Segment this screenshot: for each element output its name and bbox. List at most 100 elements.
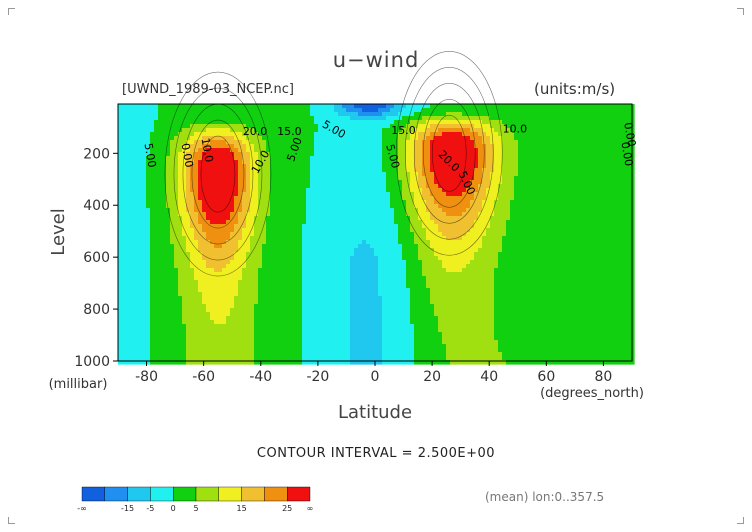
contour-cell — [354, 136, 359, 141]
contour-cell — [266, 200, 271, 205]
contour-cell — [382, 152, 387, 157]
contour-cell — [142, 112, 147, 117]
contour-cell — [366, 152, 371, 157]
contour-cell — [422, 116, 427, 121]
contour-cell — [202, 340, 207, 345]
contour-cell — [382, 216, 387, 221]
contour-cell — [138, 300, 143, 305]
contour-cell — [238, 104, 243, 109]
contour-cell — [398, 156, 403, 161]
contour-cell — [194, 196, 199, 201]
contour-cell — [278, 144, 283, 149]
contour-cell — [278, 212, 283, 217]
contour-cell — [326, 272, 331, 277]
contour-cell — [346, 284, 351, 289]
contour-cell — [134, 352, 139, 357]
contour-cell — [378, 120, 383, 125]
contour-cell — [378, 152, 383, 157]
contour-cell — [118, 132, 123, 137]
contour-cell — [238, 296, 243, 301]
contour-cell — [254, 152, 259, 157]
contour-cell — [270, 140, 275, 145]
contour-cell — [142, 308, 147, 313]
contour-cell — [382, 348, 387, 353]
contour-cell — [146, 280, 151, 285]
contour-cell — [238, 236, 243, 241]
contour-cell — [166, 324, 171, 329]
contour-cell — [166, 228, 171, 233]
contour-cell — [278, 300, 283, 305]
contour-cell — [238, 336, 243, 341]
contour-cell — [202, 248, 207, 253]
contour-cell — [246, 340, 251, 345]
contour-cell — [302, 236, 307, 241]
contour-cell — [118, 228, 123, 233]
contour-cell — [346, 208, 351, 213]
contour-cell — [138, 104, 143, 109]
contour-cell — [350, 288, 355, 293]
contour-cell — [294, 296, 299, 301]
contour-cell — [258, 240, 263, 245]
contour-cell — [194, 260, 199, 265]
contour-cell — [310, 116, 315, 121]
contour-cell — [162, 348, 167, 353]
contour-cell — [210, 124, 215, 129]
contour-cell — [338, 332, 343, 337]
contour-cell — [346, 276, 351, 281]
contour-cell — [294, 168, 299, 173]
contour-cell — [410, 180, 415, 185]
contour-cell — [294, 356, 299, 361]
contour-cell — [150, 116, 155, 121]
contour-cell — [134, 112, 139, 117]
contour-cell — [246, 188, 251, 193]
contour-cell — [286, 188, 291, 193]
contour-cell — [258, 128, 263, 133]
contour-cell — [254, 192, 259, 197]
contour-cell — [146, 308, 151, 313]
contour-cell — [238, 248, 243, 253]
contour-cell — [146, 304, 151, 309]
contour-cell — [318, 304, 323, 309]
contour-cell — [146, 344, 151, 349]
contour-cell — [390, 152, 395, 157]
contour-cell — [118, 164, 123, 169]
contour-cell — [274, 236, 279, 241]
contour-cell — [246, 300, 251, 305]
contour-cell — [158, 308, 163, 313]
contour-cell — [326, 120, 331, 125]
contour-cell — [174, 220, 179, 225]
contour-cell — [158, 200, 163, 205]
contour-cell — [126, 240, 131, 245]
contour-cell — [210, 344, 215, 349]
contour-cell — [138, 264, 143, 269]
contour-cell — [118, 216, 123, 221]
contour-cell — [274, 140, 279, 145]
contour-cell — [314, 336, 319, 341]
contour-cell — [342, 244, 347, 249]
contour-cell — [166, 304, 171, 309]
contour-cell — [330, 196, 335, 201]
contour-cell — [134, 292, 139, 297]
contour-cell — [290, 172, 295, 177]
contour-cell — [238, 316, 243, 321]
contour-cell — [294, 248, 299, 253]
contour-cell — [278, 228, 283, 233]
contour-cell — [318, 184, 323, 189]
contour-cell — [322, 120, 327, 125]
contour-cell — [254, 320, 259, 325]
contour-cell — [142, 288, 147, 293]
contour-cell — [378, 344, 383, 349]
contour-cell — [190, 316, 195, 321]
contour-cell — [182, 360, 187, 365]
contour-cell — [266, 268, 271, 273]
contour-cell — [150, 328, 155, 333]
contour-cell — [214, 120, 219, 125]
contour-cell — [198, 164, 203, 169]
contour-cell — [370, 304, 375, 309]
contour-cell — [418, 356, 423, 361]
contour-cell — [326, 188, 331, 193]
contour-cell — [150, 348, 155, 353]
contour-cell — [262, 184, 267, 189]
contour-cell — [294, 232, 299, 237]
contour-cell — [286, 220, 291, 225]
